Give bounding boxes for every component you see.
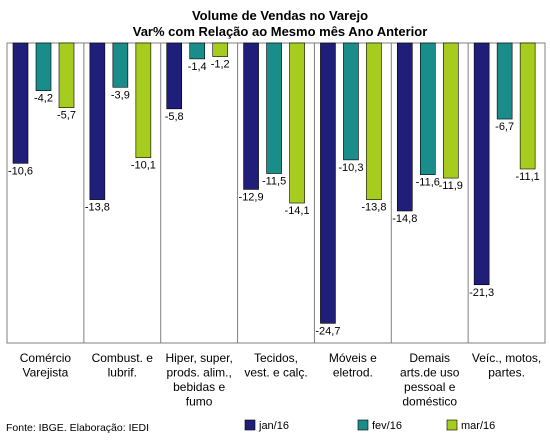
bar-mar-16	[442, 42, 459, 179]
bar-fev-16	[496, 42, 513, 120]
value-labels-group: -10,6 -13,8 -5,8 -12,9 -24,7 -14,8 -21,3 -4,2 -3…	[8, 59, 540, 338]
bar-jan-16	[320, 42, 336, 324]
legend: jan/16 fev/16 mar/16	[244, 419, 495, 432]
category-label: Tecidos, vest. e calç.	[244, 351, 307, 380]
data-label: -14,1	[285, 205, 310, 217]
data-label: -11,9	[439, 180, 463, 192]
legend-label: mar/16	[461, 420, 495, 432]
bar-fev-16	[419, 42, 436, 175]
bar-mar-16	[212, 42, 229, 57]
bar-mar-16	[366, 42, 382, 200]
bar-fev-16	[343, 42, 359, 161]
category-label: Demais arts.de uso pessoal e doméstico	[400, 351, 460, 409]
bar-mar-16	[58, 42, 75, 108]
bar-fev-16	[112, 42, 129, 88]
data-label: -13,8	[361, 202, 386, 214]
data-label: -12,9	[239, 191, 264, 203]
data-label: -5,7	[57, 110, 76, 122]
legend-label: fev/16	[372, 420, 402, 432]
bar-mar-16	[135, 42, 152, 158]
data-label: -3,9	[111, 89, 130, 101]
category-label: Hiper, super, prods. alim., bebidas e fumo	[165, 351, 232, 409]
bar-fev-16	[189, 42, 206, 60]
data-label: -13,8	[85, 202, 110, 214]
legend-label: jan/16	[258, 420, 289, 432]
data-label: -21,3	[469, 287, 494, 299]
category-label: Combust. e lubrif.	[92, 351, 154, 380]
chart-subtitle: Var% com Relação ao Mesmo mês Ano Anteri…	[133, 24, 428, 39]
data-label: -11,5	[262, 176, 286, 188]
category-labels-group: Comércio Varejista Combust. e lubrif. Hiper,…	[20, 351, 542, 409]
category-label: Comércio Varejista	[20, 351, 72, 380]
data-label: -10,6	[8, 165, 33, 177]
source-note: Fonte: IBGE. Elaboração: IEDI	[6, 422, 149, 434]
data-label: -1,2	[211, 59, 230, 71]
bar-mar-16	[289, 42, 305, 204]
data-label: -5,8	[165, 111, 184, 123]
legend-swatch	[244, 419, 256, 431]
category-label: Móveis e eletrod.	[329, 351, 377, 380]
bar-jan-16	[89, 42, 106, 200]
data-label: -24,7	[315, 325, 340, 337]
bar-jan-16	[243, 42, 259, 190]
data-label: -4,2	[34, 93, 53, 105]
bar-jan-16	[473, 42, 490, 286]
bar-mar-16	[519, 42, 536, 170]
category-dividers	[83, 43, 469, 343]
data-label: -1,4	[188, 61, 207, 73]
data-label: -10,3	[338, 162, 363, 174]
data-label: -11,1	[516, 171, 540, 183]
bar-jan-16	[166, 42, 183, 110]
chart-title: Volume de Vendas no Varejo	[192, 8, 368, 23]
legend-swatch	[446, 419, 458, 431]
category-label: Veíc., motos, partes.	[472, 351, 541, 380]
data-label: -6,7	[495, 121, 514, 133]
data-label: -10,1	[131, 160, 156, 172]
bar-fev-16	[266, 42, 282, 174]
legend-swatch	[357, 419, 369, 431]
bars-group	[12, 42, 536, 324]
data-label: -11,6	[416, 177, 440, 189]
data-label: -14,8	[392, 213, 417, 225]
bar-jan-16	[12, 42, 29, 164]
bar-jan-16	[396, 42, 413, 212]
bar-fev-16	[35, 42, 52, 91]
